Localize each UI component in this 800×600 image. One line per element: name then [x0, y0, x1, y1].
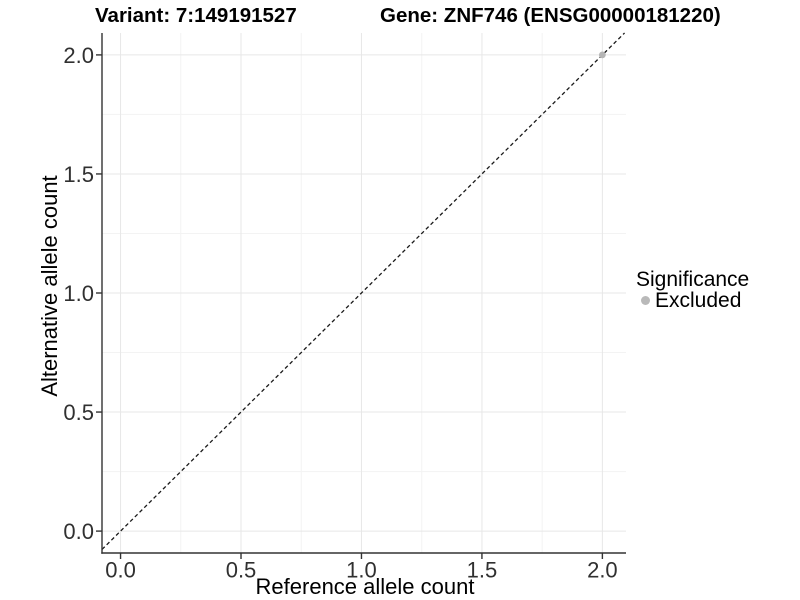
identity-dashed-line	[101, 32, 626, 550]
legend-item-label: Excluded	[655, 289, 742, 312]
data-point-excluded	[598, 51, 606, 59]
legend-key-dot-icon	[641, 296, 650, 305]
legend-item-excluded: Excluded	[641, 290, 749, 311]
y-tick-label: 2.0	[63, 43, 94, 68]
y-tick-label: 1.5	[63, 162, 94, 187]
x-tick-label: 1.5	[467, 558, 498, 583]
x-tick-label: 2.0	[587, 558, 618, 583]
x-tick-label: 0.0	[105, 558, 136, 583]
y-tick-label: 0.0	[63, 519, 94, 544]
y-axis-title: Alternative allele count	[37, 175, 62, 397]
x-axis-title: Reference allele count	[255, 574, 475, 599]
legend: Significance Excluded	[636, 269, 749, 311]
plot-title-variant: Variant: 7:149191527	[95, 4, 297, 27]
x-tick-label: 1.0	[346, 558, 377, 583]
plot-title-gene: Gene: ZNF746 (ENSG00000181220)	[380, 4, 721, 27]
y-tick-label: 1.0	[63, 281, 94, 306]
y-tick-label: 0.5	[63, 400, 94, 425]
x-tick-label: 0.5	[226, 558, 257, 583]
legend-title: Significance	[636, 268, 750, 291]
